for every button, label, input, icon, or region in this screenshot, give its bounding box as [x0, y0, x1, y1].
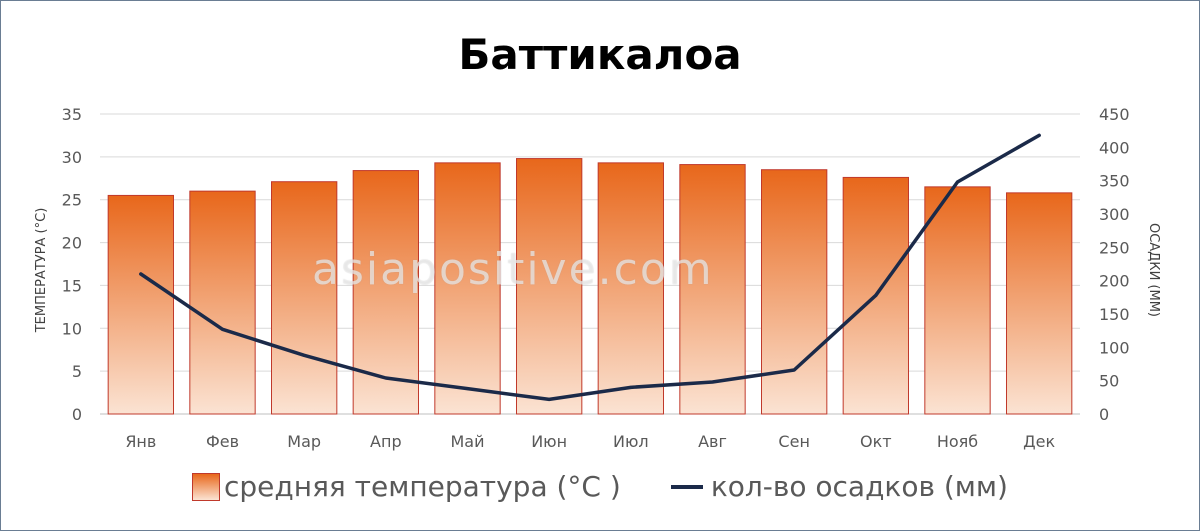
rainfall-point-Май — [466, 387, 469, 391]
x-tick-label: Апр — [370, 432, 402, 451]
right-tick-label: 350 — [1099, 172, 1130, 191]
right-tick-label: 250 — [1099, 238, 1130, 257]
grid-lines — [100, 113, 1080, 415]
x-tick-label: Фев — [206, 432, 239, 451]
bar-Дек — [1006, 192, 1073, 415]
left-axis-title: ТЕМПЕРАТУРА (°C) — [34, 208, 49, 334]
x-tick-label: Дек — [1023, 432, 1055, 451]
right-tick-label: 150 — [1099, 305, 1130, 324]
chart-legend: средняя температура (°C ) кол-во осадков… — [0, 470, 1200, 503]
bar-Май — [434, 162, 501, 415]
legend-swatch-line — [670, 484, 703, 489]
rainfall-point-Июн — [547, 397, 551, 401]
bar-Сен — [761, 169, 828, 415]
x-tick-label: Сен — [778, 432, 809, 451]
chart-title: Баттикалоа — [458, 30, 742, 79]
legend-swatch-bar — [192, 472, 221, 501]
right-tick-label: 200 — [1099, 272, 1130, 291]
x-tick-label: Мар — [287, 432, 321, 451]
left-tick-label: 10 — [62, 319, 82, 338]
rainfall-point-Апр — [384, 376, 388, 380]
right-tick-label: 300 — [1099, 205, 1130, 224]
bar-Авг — [679, 164, 746, 415]
x-axis-ticks: Янв Фев Мар Апр Май Июн Июл Авг Сен Окт Нояб Дек — [125, 432, 1055, 451]
right-tick-label: 400 — [1099, 138, 1130, 157]
right-tick-label: 100 — [1099, 338, 1130, 357]
legend-item-temperature: средняя температура (°C ) — [192, 470, 621, 503]
bar-Фев — [189, 190, 256, 415]
bar-Янв — [107, 194, 174, 415]
left-tick-label: 35 — [62, 105, 82, 124]
x-tick-label: Авг — [698, 432, 727, 451]
left-tick-label: 5 — [72, 362, 82, 381]
right-axis-title: ОСАДКИ (ММ) — [1146, 223, 1161, 317]
x-tick-label: Май — [450, 432, 484, 451]
right-tick-label: 50 — [1099, 372, 1119, 391]
rainfall-line — [139, 133, 1041, 402]
x-tick-label: Окт — [860, 432, 892, 451]
left-axis-ticks: 0 5 10 15 20 25 30 35 — [62, 105, 82, 424]
rainfall-point-Янв — [139, 272, 143, 276]
left-tick-label: 30 — [62, 148, 82, 167]
rainfall-point-Окт — [874, 293, 878, 297]
x-tick-label: Июл — [613, 432, 649, 451]
rainfall-point-Мар — [302, 353, 306, 357]
right-axis-ticks: 0 50 100 150 200 250 300 350 400 450 — [1099, 105, 1130, 424]
bar-Июл — [597, 162, 665, 415]
legend-label-rainfall: кол-во осадков (мм) — [710, 470, 1008, 503]
line-series — [139, 133, 1041, 402]
left-tick-label: 25 — [62, 191, 82, 210]
left-tick-label: 20 — [62, 234, 82, 253]
right-tick-label: 0 — [1099, 405, 1109, 424]
rainfall-point-Нояб — [956, 180, 959, 184]
left-tick-label: 0 — [72, 405, 82, 424]
x-tick-label: Июн — [531, 432, 567, 451]
rainfall-point-Фев — [221, 327, 224, 331]
legend-item-rainfall: кол-во осадков (мм) — [621, 470, 1008, 503]
rainfall-point-Дек — [1037, 133, 1041, 137]
left-tick-label: 15 — [62, 276, 82, 295]
x-tick-label: Янв — [125, 432, 156, 451]
bar-Мар — [271, 181, 338, 415]
bar-Июн — [516, 158, 583, 415]
rainfall-point-Июл — [629, 385, 633, 389]
bar-Нояб — [924, 186, 991, 415]
bar-series — [107, 158, 1073, 415]
x-tick-label: Нояб — [937, 432, 978, 451]
right-tick-label: 450 — [1099, 105, 1130, 124]
rainfall-point-Авг — [711, 380, 714, 384]
rainfall-point-Сен — [792, 368, 796, 372]
legend-label-temperature: средняя температура (°C ) — [224, 470, 621, 503]
